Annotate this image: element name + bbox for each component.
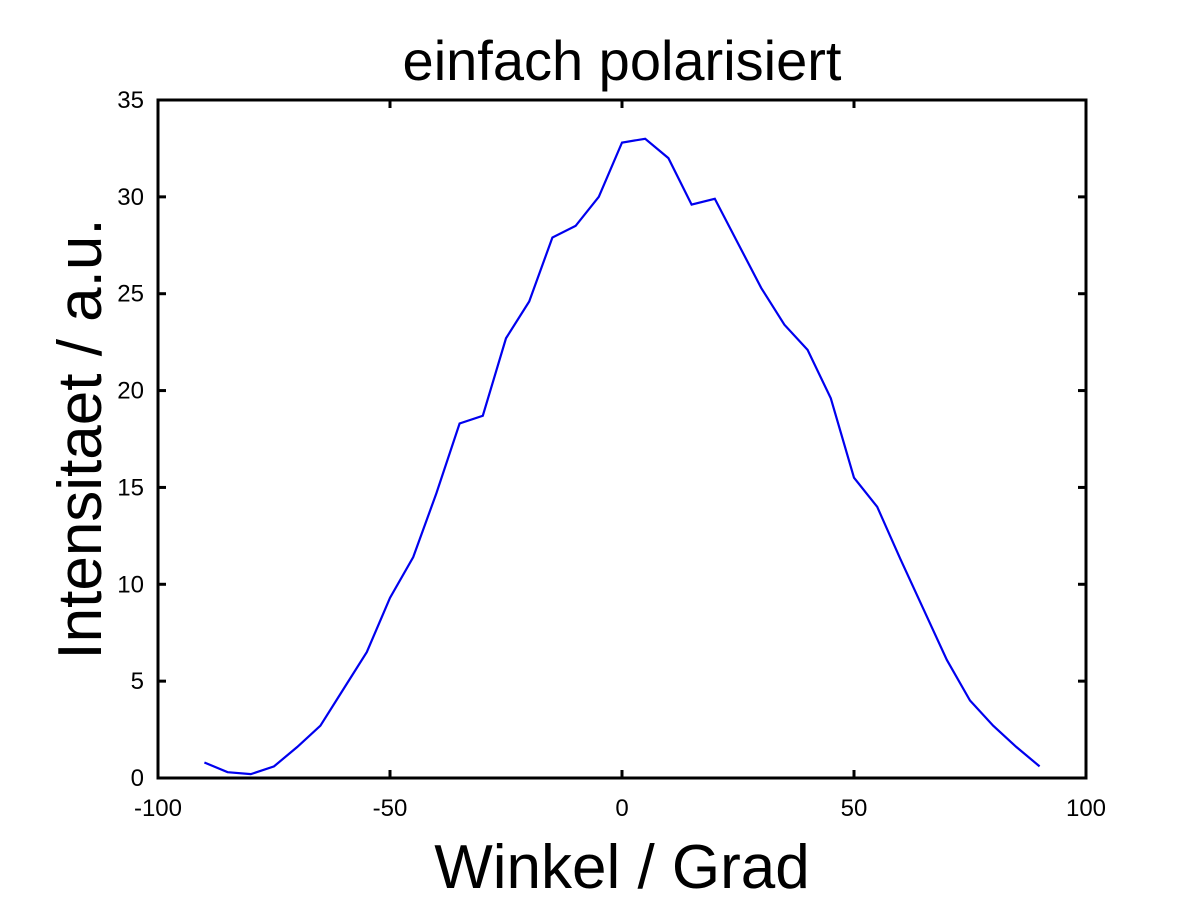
y-tick-label: 15 [117,474,144,501]
x-axis-label: Winkel / Grad [434,833,810,900]
y-tick-label: 35 [117,87,144,114]
y-tick-label: 0 [131,765,144,792]
y-axis-label: Intensitaet / a.u. [46,218,115,659]
y-tick-label: 10 [117,571,144,598]
ticks-layer: -100 -50 0 50 100 0 5 10 15 20 25 30 35 [117,87,1106,822]
x-tick-label: -100 [134,795,182,822]
y-tick-label: 25 [117,281,144,308]
series-line [203,137,1041,776]
x-tick-label: -50 [373,795,408,822]
x-tick-label: 0 [615,795,628,822]
y-tick-label: 5 [131,668,144,695]
y-tick-label: 20 [117,378,144,405]
series-layer [203,137,1041,776]
plot-frame [156,98,1088,780]
chart-title: einfach polarisiert [403,29,842,92]
x-tick-label: 100 [1066,795,1106,822]
x-tick-label: 50 [841,795,868,822]
y-tick-label: 30 [117,184,144,211]
